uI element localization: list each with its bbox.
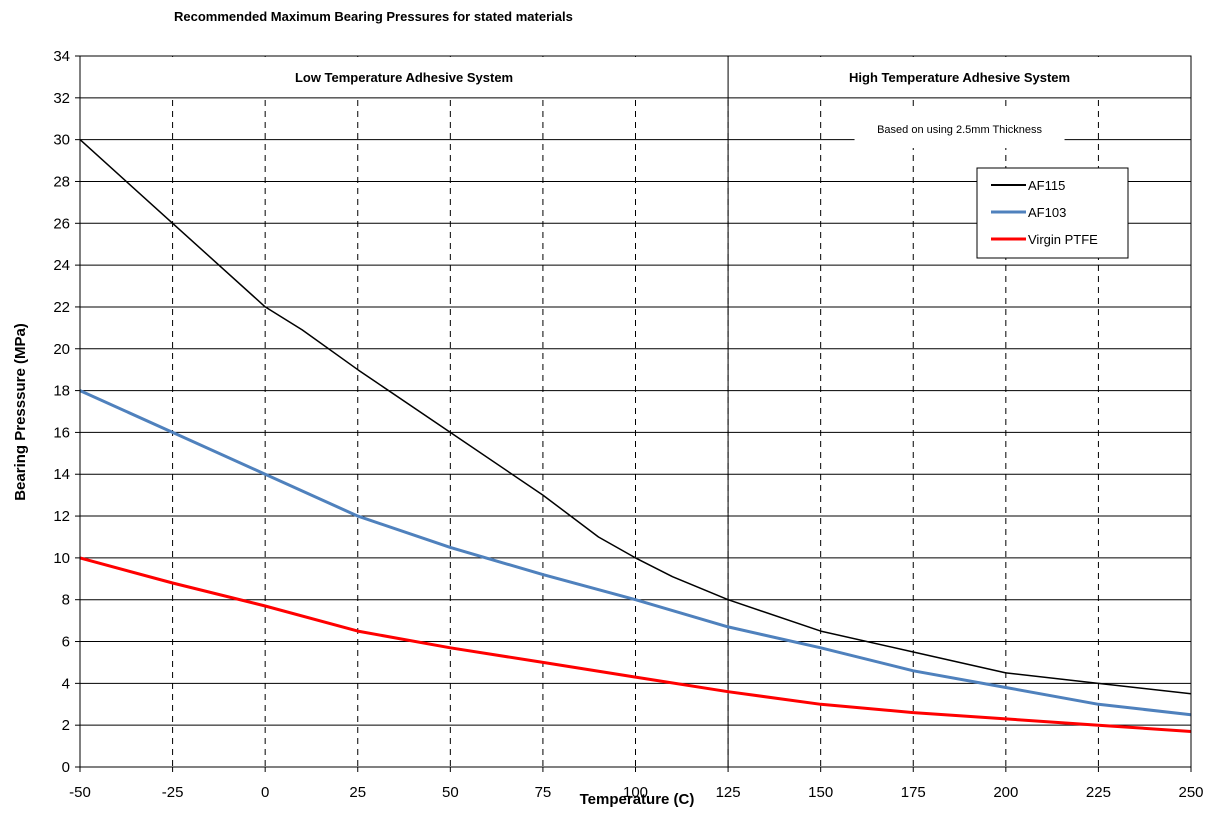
annotation-layer: Based on using 2.5mm Thickness <box>854 110 1065 149</box>
y-tick-label: 6 <box>62 634 70 651</box>
region-labels: Low Temperature Adhesive System High Temp… <box>81 56 1190 767</box>
y-tick-label: 2 <box>62 717 70 734</box>
x-tick-label: 100 <box>623 784 648 801</box>
annotation-text: Based on using 2.5mm Thickness <box>877 124 1042 136</box>
x-tick-label: 50 <box>442 784 459 801</box>
series-line-af103 <box>79 389 1192 717</box>
x-tick-label: -50 <box>69 784 91 801</box>
region-band <box>81 57 1190 97</box>
chart-title: Recommended Maximum Bearing Pressures fo… <box>174 9 573 24</box>
x-axis-label: Temperature (C) <box>580 791 695 808</box>
x-tick-label: 150 <box>808 784 833 801</box>
y-tick-label: 8 <box>62 592 70 609</box>
grid-lines <box>79 55 1192 768</box>
annotation-box <box>854 110 1065 149</box>
y-tick-label: 4 <box>62 675 70 692</box>
x-tick-label: 225 <box>1086 784 1111 801</box>
y-tick-label: 0 <box>62 759 70 776</box>
x-tick-label: 125 <box>716 784 741 801</box>
x-tick-label: 25 <box>349 784 366 801</box>
x-tick-label: 250 <box>1178 784 1203 801</box>
y-tick-label: 34 <box>53 48 70 65</box>
y-tick-label: 10 <box>53 550 70 567</box>
legend: AF115 AF103 Virgin PTFE <box>976 167 1129 259</box>
y-tick-label: 18 <box>53 383 70 400</box>
series-lines <box>79 139 1192 733</box>
y-tick-label: 14 <box>53 466 70 483</box>
y-tick-label: 32 <box>53 90 70 107</box>
y-tick-label: 20 <box>53 341 70 358</box>
series-line-af115 <box>79 139 1192 695</box>
x-tick-label: -25 <box>162 784 184 801</box>
y-tick-label: 28 <box>53 173 70 190</box>
legend-entry: AF103 <box>1028 205 1066 220</box>
y-tick-label: 12 <box>53 508 70 525</box>
x-tick-label: 200 <box>993 784 1018 801</box>
x-tick-label: 75 <box>535 784 552 801</box>
series-line-virgin-ptfe <box>79 556 1192 733</box>
y-axis-label: Bearing Presssure (MPa) <box>12 323 29 501</box>
y-tick-label: 16 <box>53 424 70 441</box>
y-tick-label: 30 <box>53 132 70 149</box>
legend-entry: Virgin PTFE <box>1028 232 1098 247</box>
region-label: Low Temperature Adhesive System <box>295 70 513 85</box>
legend-entry: AF115 <box>1028 178 1065 193</box>
y-tick-label: 24 <box>53 257 70 274</box>
x-tick-label: 0 <box>261 784 269 801</box>
plot-border <box>79 55 1192 768</box>
x-tick-label: 175 <box>901 784 926 801</box>
y-tick-label: 26 <box>53 215 70 232</box>
region-label: High Temperature Adhesive System <box>849 70 1070 85</box>
y-tick-label: 22 <box>53 299 70 316</box>
